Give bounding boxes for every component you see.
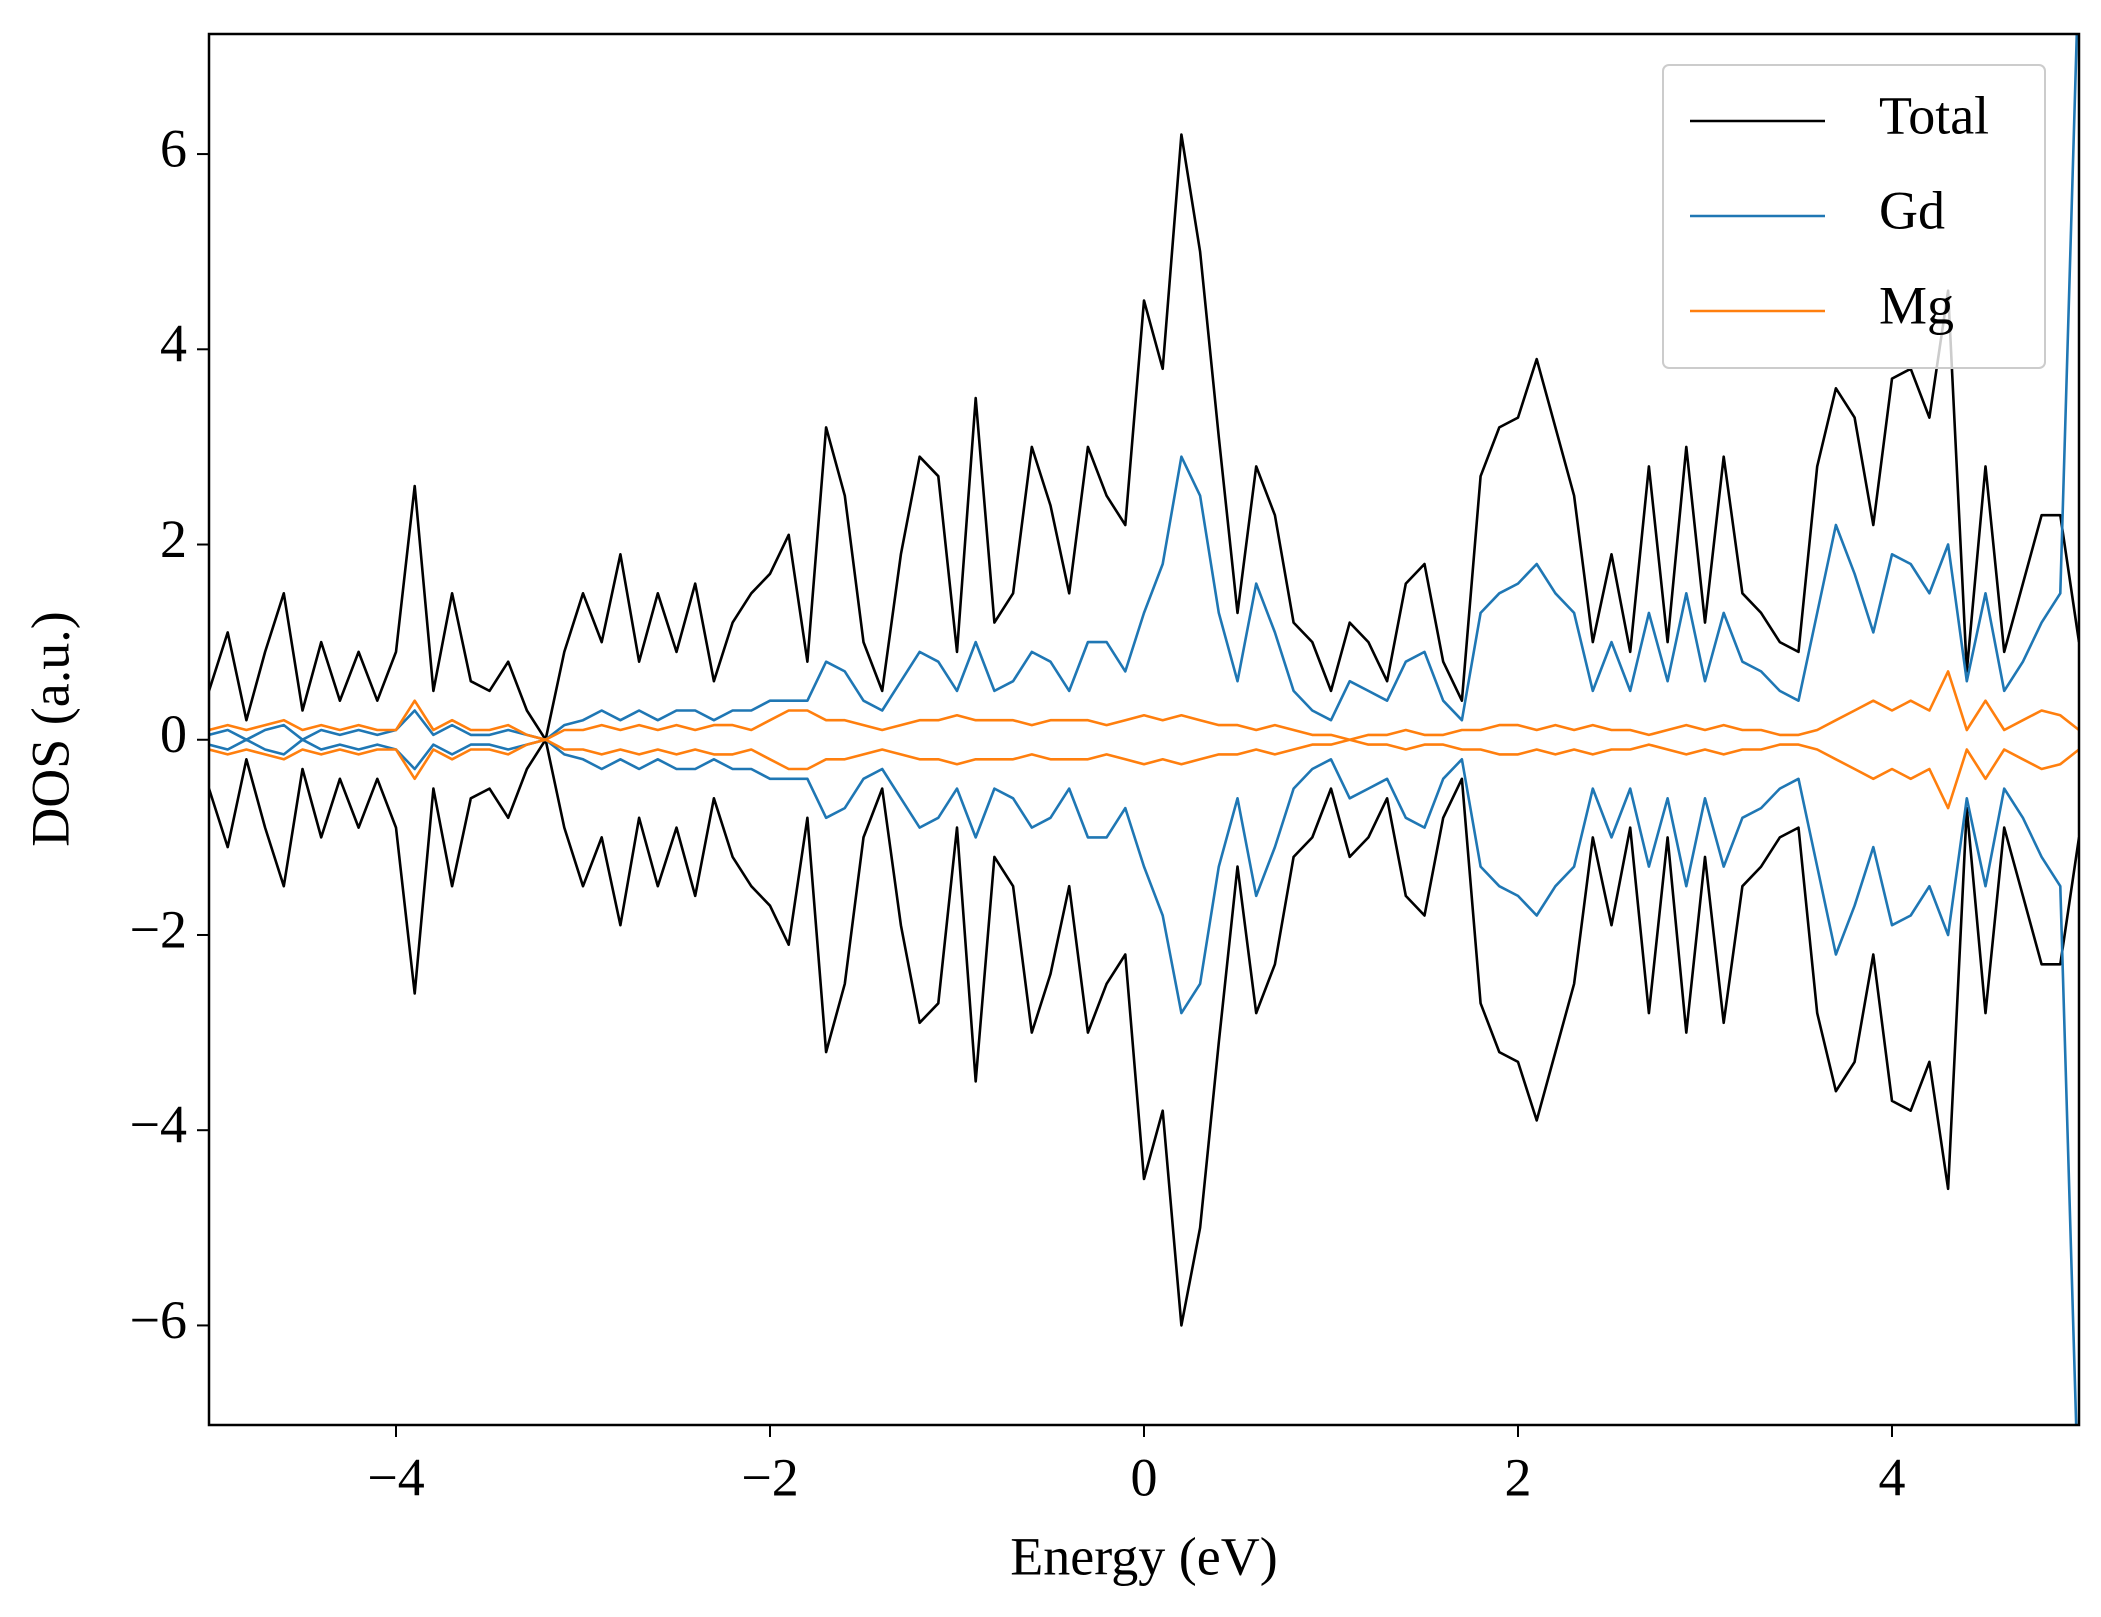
dos-line xyxy=(209,738,2078,1425)
y-tick-label: −4 xyxy=(130,1095,187,1155)
y-tick-label: 2 xyxy=(160,509,187,569)
x-tick-label: −4 xyxy=(367,1447,424,1507)
y-axis-label: DOS (a.u.) xyxy=(20,611,80,846)
legend-label: Gd xyxy=(1879,180,1945,240)
y-tick-label: −2 xyxy=(130,899,187,959)
dos-line xyxy=(209,34,2079,741)
x-axis-label: Energy (eV) xyxy=(1010,1526,1277,1586)
y-tick-label: 4 xyxy=(160,314,187,374)
y-tick-label: −6 xyxy=(130,1290,187,1350)
plot-area xyxy=(209,34,2079,1425)
dos-line xyxy=(209,133,2079,741)
x-tick-label: −2 xyxy=(741,1447,798,1507)
legend-label: Mg xyxy=(1879,275,1954,335)
dos-line xyxy=(209,670,2079,741)
x-tick-label: 2 xyxy=(1505,1447,1532,1507)
dos-line xyxy=(209,738,2079,1327)
x-tick-label: 4 xyxy=(1879,1447,1906,1507)
x-tick-label: 0 xyxy=(1131,1447,1158,1507)
dos-line xyxy=(209,738,2079,810)
y-tick-label: 6 xyxy=(160,118,187,178)
legend-label: Total xyxy=(1879,85,1989,145)
legend-box xyxy=(1662,64,2046,369)
y-tick-label: 0 xyxy=(160,704,187,764)
